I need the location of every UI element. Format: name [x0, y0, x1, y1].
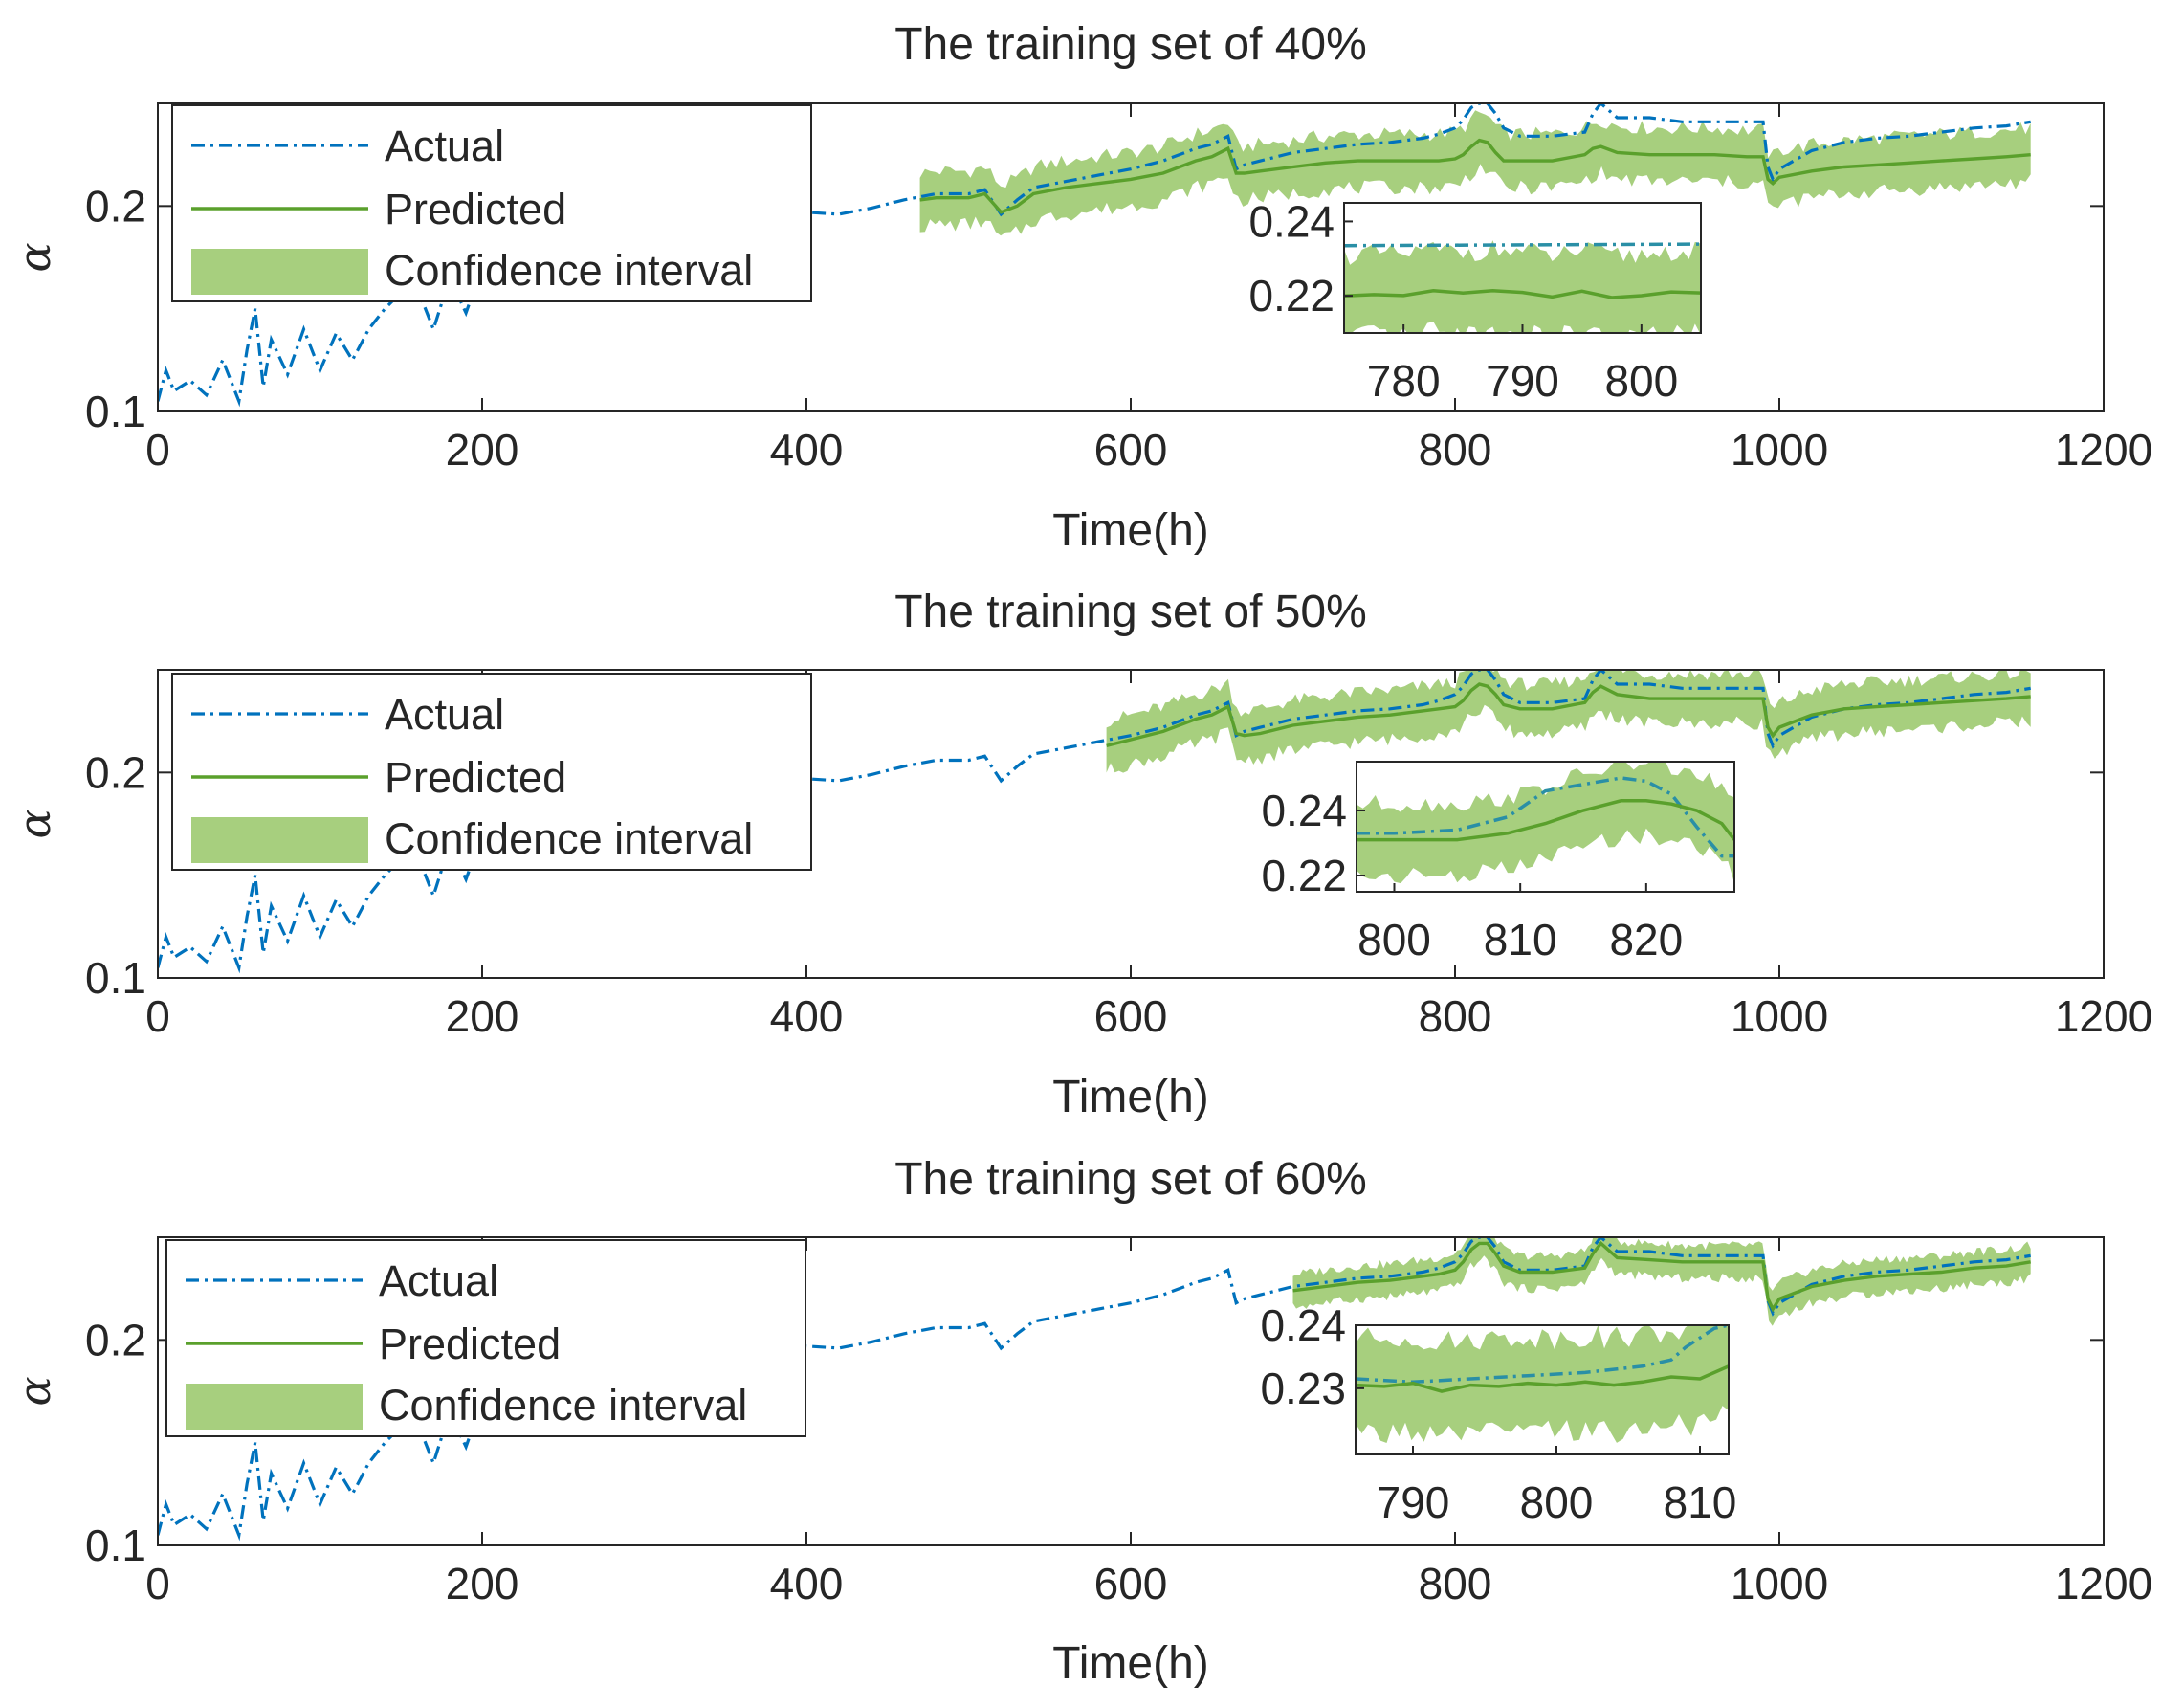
zoom-inset: 790 800 810 0.23 0.24: [1260, 1300, 1736, 1527]
inset-x-tick-label: 800: [1357, 915, 1431, 965]
subplot-40-percent: The training set of 40% 0 200 400 600 800 1000…: [9, 19, 2152, 556]
x-axis-label: Time(h): [1052, 1072, 1209, 1122]
chart-title: The training set of 40%: [894, 19, 1367, 70]
inset-y-tick-label: 0.23: [1260, 1364, 1346, 1413]
x-axis-label: Time(h): [1052, 505, 1209, 556]
confidence-band: [1106, 670, 2031, 773]
inset-x-tick-label: 820: [1609, 915, 1683, 965]
y-axis-label: α: [9, 1376, 60, 1406]
predicted-series-line: [919, 138, 2031, 214]
subplot-60-percent: The training set of 60% 0 200 400 600 800 1000…: [9, 1154, 2152, 1689]
x-tick-label: 400: [770, 991, 844, 1041]
confidence-band: [919, 110, 2031, 236]
actual-series-line: [158, 1237, 2031, 1542]
x-tick-label: 1200: [2055, 1559, 2152, 1608]
x-tick-label: 1200: [2055, 991, 2152, 1041]
inset-axes-box: [1355, 1324, 1730, 1455]
inset-x-tick-label: 800: [1604, 356, 1678, 406]
actual-series-line: [158, 103, 2031, 408]
plot-area: [158, 670, 2031, 974]
y-tick-label: 0.1: [85, 387, 146, 436]
confidence-band: [1292, 1237, 2031, 1326]
inset-x-tick-label: 790: [1486, 356, 1559, 406]
plot-area: [158, 103, 2031, 408]
y-axis-label: α: [9, 809, 60, 838]
x-tick-label: 200: [446, 425, 519, 475]
chart-title: The training set of 50%: [894, 587, 1367, 637]
x-tick-label: 200: [446, 1559, 519, 1608]
zoom-inset: 780 790 800 0.22 0.24: [1248, 196, 1702, 406]
inset-axes-box: [1356, 761, 1735, 893]
y-tick-label: 0.2: [85, 181, 146, 231]
y-axis-label: α: [9, 242, 60, 272]
inset-y-tick-label: 0.24: [1261, 786, 1347, 835]
legend: Actual Predicted Confidence interval: [165, 1239, 806, 1437]
x-tick-label: 600: [1094, 991, 1168, 1041]
legend-ci-label: Confidence interval: [385, 246, 753, 295]
x-tick-label: 600: [1094, 1559, 1168, 1608]
inset-predicted-line: [1344, 288, 1701, 299]
subplot-50-percent: The training set of 50% 0 200 400 600 800 1000…: [9, 587, 2152, 1122]
inset-x-tick-label: 790: [1377, 1477, 1450, 1527]
x-tick-label: 1200: [2055, 425, 2152, 475]
legend-ci-label: Confidence interval: [385, 814, 753, 863]
inset-predicted-line: [1356, 1364, 1729, 1393]
inset-y-tick-label: 0.22: [1261, 851, 1347, 900]
legend-ci-swatch: [191, 817, 368, 863]
x-tick-label: 200: [446, 991, 519, 1041]
legend-ci-swatch: [191, 249, 368, 295]
x-tick-label: 0: [145, 425, 170, 475]
legend-ci-label: Confidence interval: [379, 1381, 747, 1430]
inset-x-tick-label: 780: [1367, 356, 1441, 406]
inset-actual-line: [1356, 1325, 1729, 1385]
x-tick-label: 400: [770, 425, 844, 475]
x-tick-label: 1000: [1731, 425, 1828, 475]
x-tick-label: 0: [145, 991, 170, 1041]
inset-y-tick-label: 0.24: [1248, 196, 1335, 246]
inset-x-tick-label: 810: [1484, 915, 1557, 965]
x-tick-label: 400: [770, 1559, 844, 1608]
x-axis-label: Time(h): [1052, 1638, 1209, 1689]
y-tick-label: 0.2: [85, 1315, 146, 1364]
chart-title: The training set of 60%: [894, 1154, 1367, 1205]
inset-y-tick-label: 0.22: [1248, 271, 1335, 321]
legend-actual-label: Actual: [385, 122, 504, 170]
legend-predicted-label: Predicted: [379, 1320, 561, 1368]
predicted-series-line: [1292, 1240, 2031, 1313]
legend: Actual Predicted Confidence interval: [171, 104, 812, 302]
legend-ci-swatch: [186, 1384, 363, 1430]
legend-actual-label: Actual: [379, 1256, 498, 1305]
legend-predicted-label: Predicted: [385, 185, 566, 233]
actual-series-line: [158, 670, 2031, 974]
inset-actual-line: [1344, 242, 1701, 248]
zoom-inset: 800 810 820 0.22 0.24: [1261, 761, 1735, 965]
inset-x-tick-label: 800: [1520, 1477, 1594, 1527]
inset-confidence-band: [1344, 240, 1701, 333]
y-tick-label: 0.2: [85, 747, 146, 797]
x-tick-label: 600: [1094, 425, 1168, 475]
inset-y-tick-label: 0.24: [1260, 1300, 1346, 1350]
inset-x-tick-label: 810: [1664, 1477, 1737, 1527]
x-tick-label: 800: [1419, 1559, 1492, 1608]
x-tick-label: 1000: [1731, 1559, 1828, 1608]
x-tick-label: 800: [1419, 991, 1492, 1041]
inset-actual-line: [1357, 776, 1734, 858]
legend: Actual Predicted Confidence interval: [171, 673, 812, 871]
x-tick-label: 0: [145, 1559, 170, 1608]
y-tick-label: 0.1: [85, 953, 146, 1003]
legend-predicted-label: Predicted: [385, 753, 566, 802]
x-tick-label: 1000: [1731, 991, 1828, 1041]
plot-area: [158, 1237, 2031, 1542]
inset-predicted-line: [1357, 799, 1734, 842]
y-tick-label: 0.1: [85, 1520, 146, 1570]
x-tick-label: 800: [1419, 425, 1492, 475]
predicted-series-line: [1106, 682, 2031, 748]
legend-actual-label: Actual: [385, 690, 504, 739]
